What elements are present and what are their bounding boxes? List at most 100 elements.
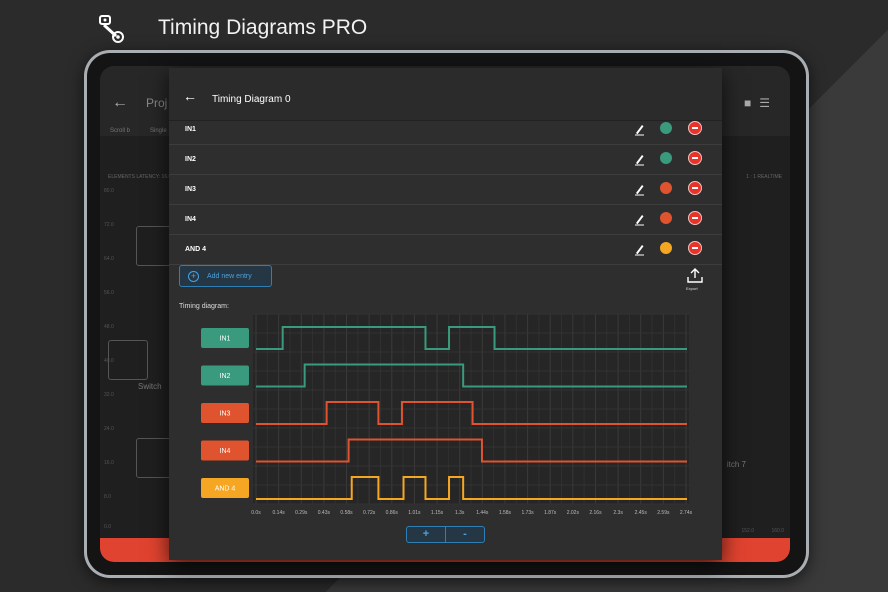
background-ytick: 32.0 bbox=[104, 392, 114, 398]
entry-color-swatch[interactable] bbox=[660, 212, 672, 224]
series-waveform bbox=[256, 476, 687, 500]
pencil-icon[interactable] bbox=[633, 242, 645, 256]
series-waveform bbox=[256, 326, 687, 350]
x-tick-label: 0.14s bbox=[273, 510, 286, 516]
background-xtick: 160.0 bbox=[771, 528, 784, 534]
background-tool-single: Single bbox=[150, 128, 167, 134]
x-tick-label: 2.16s bbox=[589, 510, 602, 516]
background-ytick: 8.0 bbox=[104, 494, 111, 500]
background-ytick: 56.0 bbox=[104, 290, 114, 296]
series-waveform bbox=[256, 401, 687, 425]
background-switch7-label: itch 7 bbox=[726, 460, 746, 469]
background-ytick: 0.0 bbox=[104, 524, 111, 530]
x-tick-label: 1.73s bbox=[521, 510, 534, 516]
export-button[interactable]: Export bbox=[684, 268, 706, 294]
entry-color-swatch[interactable] bbox=[660, 152, 672, 164]
entry-color-swatch[interactable] bbox=[660, 242, 672, 254]
background-latency: ELEMENTS LATENCY: 16.0 bbox=[108, 174, 172, 180]
x-tick-label: 1.44s bbox=[476, 510, 489, 516]
pencil-icon[interactable] bbox=[633, 212, 645, 226]
remove-icon[interactable] bbox=[688, 241, 702, 255]
background-xtick: 152.0 bbox=[741, 528, 754, 534]
zoom-in-button[interactable]: + bbox=[422, 528, 430, 540]
series-label-chip bbox=[201, 365, 249, 386]
background-realtime: 1 : 1 REALTIME bbox=[746, 174, 782, 180]
x-tick-label: 2.74s bbox=[680, 510, 693, 516]
dialog-title: Timing Diagram 0 bbox=[212, 94, 291, 105]
background-tool-scroll: Scroll b bbox=[110, 128, 131, 134]
remove-icon[interactable] bbox=[688, 181, 702, 195]
app-title: Timing Diagrams PRO bbox=[158, 16, 368, 39]
series-label: IN4 bbox=[220, 448, 231, 455]
x-tick-label: 2.45s bbox=[635, 510, 648, 516]
x-tick-label: 2.02s bbox=[567, 510, 580, 516]
series-label: IN2 bbox=[220, 373, 231, 380]
entry-name: IN3 bbox=[185, 186, 196, 193]
entry-name: IN2 bbox=[185, 156, 196, 163]
timing-chart: 0.0s 0.14s 0.29s 0.43s 0.58s 0.72s 0.86s 1.01s 1… bbox=[201, 313, 693, 516]
series-label-chip bbox=[201, 478, 249, 498]
add-new-entry-button[interactable]: + Add new entry bbox=[179, 265, 272, 287]
background-switch-label: Switch bbox=[138, 382, 162, 391]
background-ytick: 64.0 bbox=[104, 256, 114, 262]
arrow-left-icon[interactable]: ← bbox=[183, 88, 197, 104]
timing-belt-icon bbox=[99, 15, 124, 43]
background-back-icon: ← bbox=[112, 94, 128, 111]
background-ytick: 24.0 bbox=[104, 426, 114, 432]
entry-color-swatch[interactable] bbox=[660, 122, 672, 134]
x-tick-label: 2.59s bbox=[657, 510, 670, 516]
export-label: Export bbox=[686, 286, 698, 291]
background-ytick: 72.0 bbox=[104, 222, 114, 228]
entry-name: IN4 bbox=[185, 216, 196, 223]
zoom-controls: + - bbox=[406, 526, 485, 543]
entry-row: IN3 bbox=[169, 175, 722, 205]
background-project-title: Proj bbox=[146, 96, 168, 110]
add-new-entry-label: Add new entry bbox=[207, 272, 252, 280]
share-icon bbox=[687, 268, 703, 283]
entry-name: AND 4 bbox=[185, 246, 207, 253]
dialog-header: ← Timing Diagram 0 bbox=[169, 68, 722, 120]
x-tick-label: 0.29s bbox=[295, 510, 308, 516]
background-switch-element bbox=[108, 340, 148, 380]
background-ytick: 80.0 bbox=[104, 188, 114, 194]
timing-diagram-label: Timing diagram: bbox=[179, 303, 229, 310]
x-tick-label: 0.72s bbox=[363, 510, 376, 516]
entry-name: IN1 bbox=[185, 126, 196, 133]
x-tick-label: 0.0s bbox=[251, 510, 261, 516]
pencil-icon[interactable] bbox=[633, 182, 645, 196]
series-label: AND 4 bbox=[215, 486, 236, 493]
entry-color-swatch[interactable] bbox=[660, 182, 672, 194]
dialog-divider bbox=[169, 120, 722, 121]
series-label-chip bbox=[201, 328, 249, 348]
background-ytick: 48.0 bbox=[104, 324, 114, 330]
plus-circle-icon: + bbox=[188, 270, 199, 282]
series-label-chip bbox=[201, 403, 249, 423]
remove-icon[interactable] bbox=[688, 151, 702, 165]
x-tick-label: 2.3s bbox=[613, 510, 623, 516]
background-ytick: 16.0 bbox=[104, 460, 114, 466]
remove-icon[interactable] bbox=[688, 121, 702, 135]
entry-row: IN1 bbox=[169, 115, 722, 145]
series-label: IN3 bbox=[220, 411, 231, 418]
x-tick-label: 1.3s bbox=[455, 510, 465, 516]
remove-icon[interactable] bbox=[688, 211, 702, 225]
series-label-chip bbox=[201, 440, 249, 461]
pencil-icon[interactable] bbox=[633, 122, 645, 136]
x-tick-label: 1.58s bbox=[499, 510, 512, 516]
x-tick-label: 0.86s bbox=[386, 510, 399, 516]
entry-row: IN4 bbox=[169, 205, 722, 235]
series-waveform bbox=[256, 363, 687, 388]
x-tick-label: 0.43s bbox=[318, 510, 331, 516]
zoom-out-button[interactable]: - bbox=[445, 527, 484, 542]
x-tick-label: 1.15s bbox=[431, 510, 444, 516]
series-label: IN1 bbox=[220, 336, 231, 343]
x-tick-label: 1.87s bbox=[544, 510, 557, 516]
background-toolbar-icons: ■☰ bbox=[743, 96, 778, 110]
entry-row: AND 4 bbox=[169, 235, 722, 265]
pencil-icon[interactable] bbox=[633, 152, 645, 166]
x-tick-label: 0.58s bbox=[340, 510, 353, 516]
series-waveform bbox=[256, 438, 687, 463]
entry-row: IN2 bbox=[169, 145, 722, 175]
timing-diagram-dialog: ← Timing Diagram 0 IN1 IN2 IN3 IN4 AND 4 + A… bbox=[169, 68, 722, 560]
app-header: Timing Diagrams PRO bbox=[96, 10, 367, 46]
